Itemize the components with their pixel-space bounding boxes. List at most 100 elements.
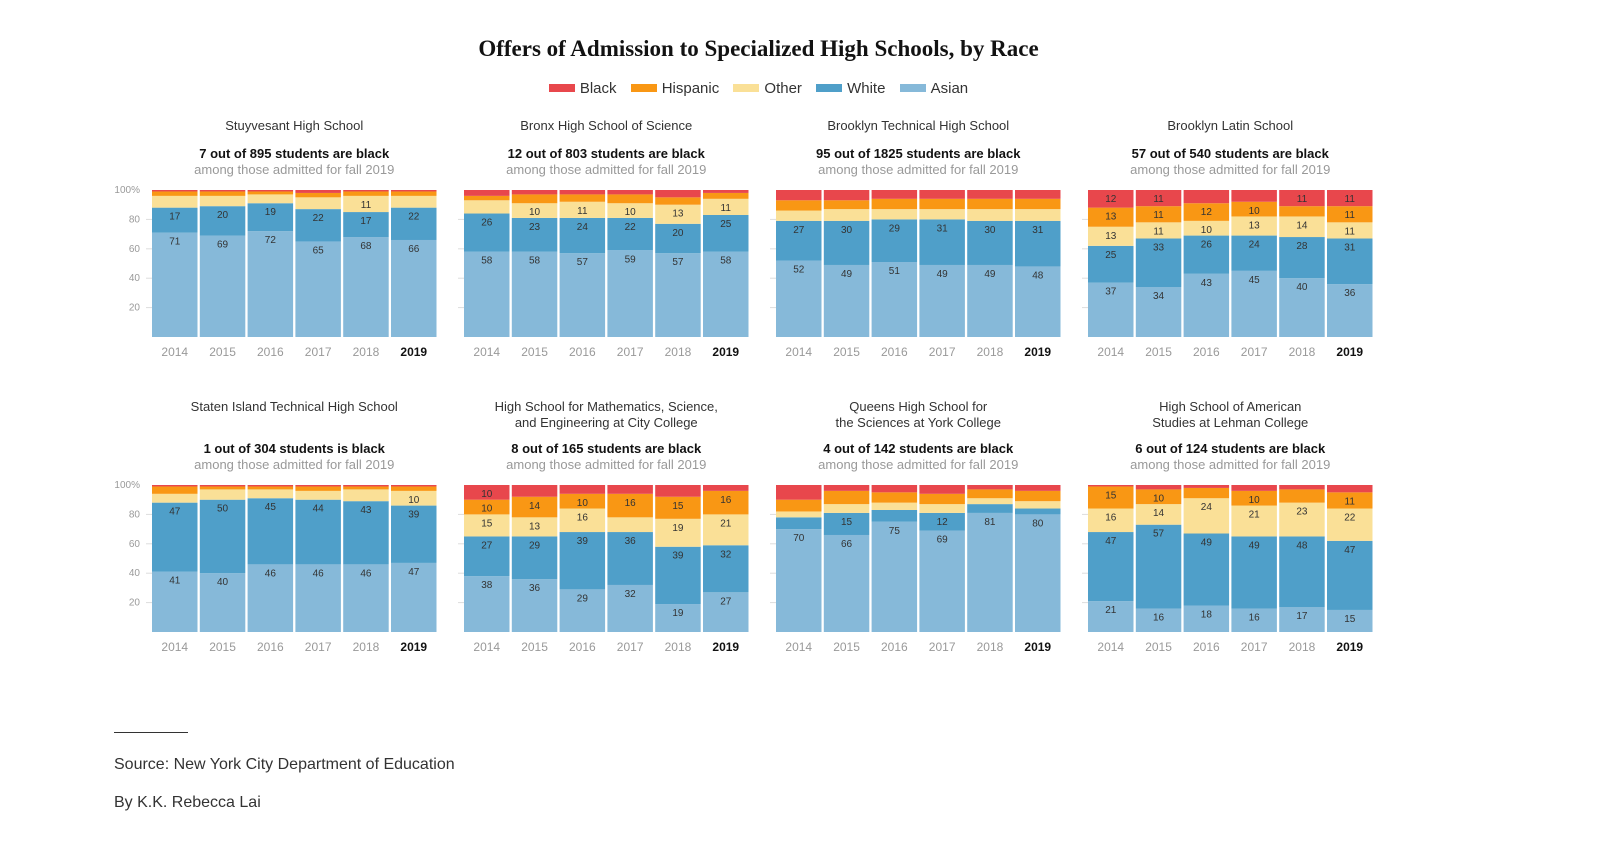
bar-segment-white <box>391 207 437 240</box>
data-label: 47 <box>169 507 181 518</box>
legend-swatch-asian <box>899 84 926 93</box>
y-tick-label: 40 <box>129 273 141 284</box>
bar-segment-other <box>247 194 294 204</box>
data-label: 11 <box>577 206 588 217</box>
data-label: 49 <box>984 269 996 280</box>
bar-segment-black <box>1088 485 1134 487</box>
charts-grid: Stuyvesant High School 7 out of 895 stude… <box>114 118 1373 654</box>
data-label: 13 <box>1105 231 1117 242</box>
bar-segment-black <box>1088 190 1134 208</box>
x-tick-label: 2016 <box>1193 640 1220 654</box>
bar-segment-white <box>776 517 822 530</box>
data-label: 19 <box>265 207 277 218</box>
data-label: 46 <box>265 568 277 579</box>
bar-segment-hispanic <box>1327 206 1373 223</box>
x-tick-label: 2019 <box>1024 640 1051 654</box>
data-label: 25 <box>1105 250 1117 261</box>
data-label: 39 <box>672 551 684 562</box>
chart-subline: among those admitted for fall 2019 <box>194 162 394 177</box>
bar-segment-hispanic <box>511 496 558 518</box>
x-tick-label: 2016 <box>881 640 908 654</box>
bar-segment-hispanic <box>1279 206 1325 217</box>
bar-segment-asian <box>823 534 870 632</box>
chart-school-name: and Engineering at City College <box>515 415 698 430</box>
bar-segment-other <box>1183 220 1230 236</box>
data-label: 16 <box>1153 612 1165 623</box>
bar-segment-other <box>152 195 198 208</box>
bar-segment-white <box>295 209 341 242</box>
data-label: 11 <box>1345 226 1356 237</box>
bar-segment-asian <box>655 604 701 632</box>
data-label: 12 <box>1105 194 1117 205</box>
data-label: 17 <box>360 216 372 227</box>
data-label: 13 <box>529 521 541 532</box>
bar-segment-asian <box>152 571 198 632</box>
chart-school-name: Brooklyn Technical High School <box>827 118 1009 133</box>
data-label: 29 <box>529 540 541 551</box>
data-label: 57 <box>672 257 684 268</box>
bar-segment-white <box>703 214 749 252</box>
bar-segment-asian <box>511 251 558 337</box>
x-tick-label: 2016 <box>569 345 596 359</box>
data-label: 26 <box>1201 240 1213 251</box>
bar-segment-hispanic <box>247 191 294 195</box>
bar-segment-hispanic <box>464 499 510 515</box>
data-label: 48 <box>1032 270 1044 281</box>
data-label: 39 <box>408 510 420 521</box>
bar-segment-hispanic <box>919 198 965 210</box>
data-label: 58 <box>529 256 541 267</box>
data-label: 17 <box>1296 611 1308 622</box>
x-tick-label: 2016 <box>257 640 284 654</box>
data-label: 58 <box>481 256 493 267</box>
bar-segment-hispanic <box>152 191 198 196</box>
chart-headline: 4 out of 142 students are black <box>823 441 1014 456</box>
data-label: 18 <box>1201 610 1213 621</box>
bar-segment-black <box>464 190 510 196</box>
bar-segment-black <box>1327 485 1373 493</box>
data-label: 31 <box>937 223 949 234</box>
bar-segment-hispanic <box>199 486 246 490</box>
data-label: 13 <box>1249 220 1261 231</box>
bar-segment-hispanic <box>152 486 198 494</box>
data-label: 66 <box>841 539 853 550</box>
data-label: 43 <box>1201 278 1213 289</box>
bar-segment-other <box>655 518 701 547</box>
data-label: 70 <box>793 533 805 544</box>
data-label: 10 <box>1249 206 1261 217</box>
bar-segment-other <box>1327 508 1373 541</box>
x-tick-label: 2018 <box>1289 345 1316 359</box>
bar-segment-white <box>967 504 1013 513</box>
x-tick-label: 2015 <box>209 640 236 654</box>
x-tick-label: 2018 <box>977 640 1004 654</box>
bar-segment-other <box>703 514 749 546</box>
bar-segment-hispanic <box>1183 487 1230 499</box>
bar-segment-asian <box>199 573 246 632</box>
bar-segment-white <box>919 512 965 531</box>
bar-segment-asian <box>511 579 558 632</box>
bar-segment-other <box>391 195 437 208</box>
data-label: 19 <box>672 608 684 619</box>
bar-segment-asian <box>1135 287 1182 337</box>
bar-segment-black <box>919 190 965 199</box>
data-label: 69 <box>937 535 949 546</box>
x-tick-label: 2019 <box>1024 345 1051 359</box>
data-label: 81 <box>984 517 996 528</box>
data-label: 32 <box>625 589 637 600</box>
bar-segment-asian <box>776 260 822 337</box>
bar-segment-white <box>1135 238 1182 288</box>
bar-segment-asian <box>391 239 437 337</box>
bar-segment-hispanic <box>343 191 389 196</box>
bar-segment-asian <box>1279 607 1325 632</box>
bar-segment-asian <box>559 253 606 337</box>
byline: By K.K. Rebecca Lai <box>114 794 261 811</box>
bar-segment-other <box>1088 226 1134 246</box>
chart-panel: Brooklyn Latin School 57 out of 540 stude… <box>1082 118 1373 359</box>
x-tick-label: 2015 <box>1145 640 1172 654</box>
chart-subline: among those admitted for fall 2019 <box>194 457 394 472</box>
data-label: 14 <box>529 501 541 512</box>
bar-segment-asian <box>1327 609 1373 632</box>
bar-segment-hispanic <box>559 194 606 202</box>
x-tick-label: 2018 <box>353 640 380 654</box>
data-label: 22 <box>1344 513 1356 524</box>
legend-label-white: White <box>847 80 886 97</box>
